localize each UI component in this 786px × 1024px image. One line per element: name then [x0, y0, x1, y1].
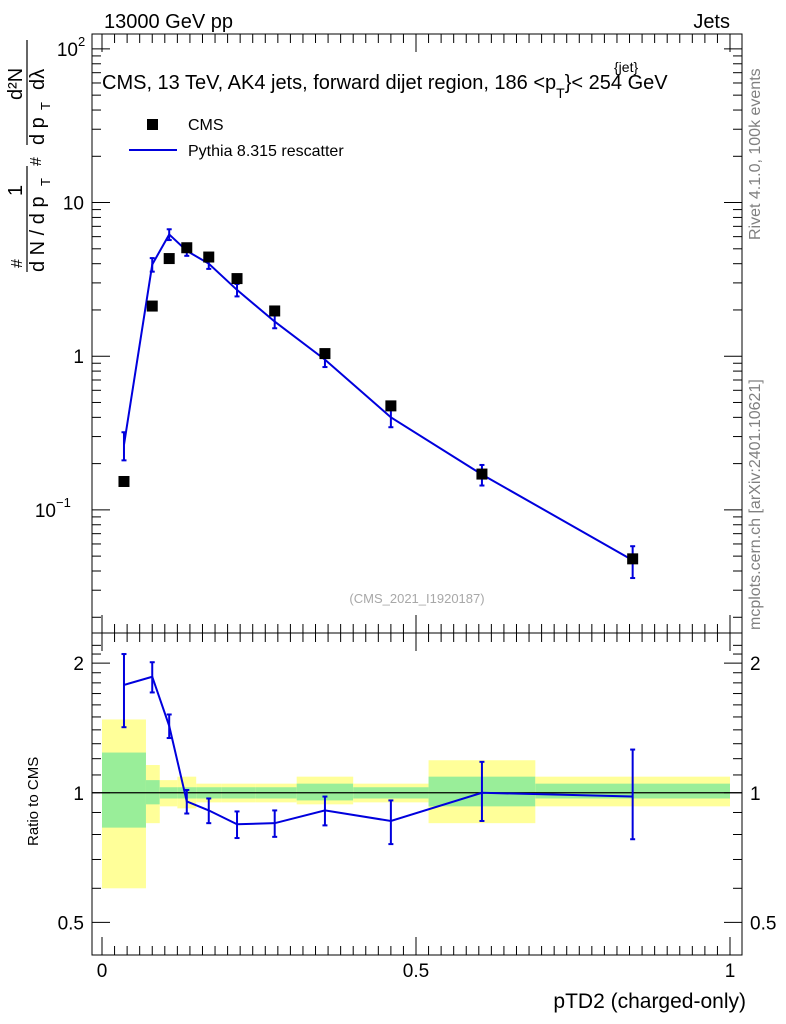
- cms-data-point: [476, 468, 488, 480]
- y-label-dpT-dlambda: d p: [27, 117, 49, 145]
- plot-title-superscript: {jet}: [614, 59, 638, 75]
- mcplots-label: mcplots.cern.ch [arXiv:2401.10621]: [747, 379, 764, 630]
- main-y-tick-label: 10: [35, 501, 56, 522]
- ratio-uncertainty-bands: [92, 719, 742, 889]
- cms-data-point: [627, 553, 639, 565]
- cms-data-point: [163, 253, 175, 265]
- main-y-tick-label: 10: [63, 194, 84, 215]
- main-y-tick-exponent: 2: [78, 34, 85, 49]
- ratio-stat-band-7: [296, 783, 354, 801]
- legend-label-cms: CMS: [188, 117, 224, 134]
- main-y-tick-exponent: −1: [56, 495, 71, 510]
- ratio-y-tick-label-right: 1: [750, 784, 761, 805]
- plot-title: CMS, 13 TeV, AK4 jets, forward dijet reg…: [102, 72, 668, 101]
- ratio-y-axis-label: Ratio to CMS: [25, 757, 42, 846]
- ratio-x-tick-label: 1: [725, 961, 736, 982]
- main-y-axis-label: # 1 d N / d p T # d²N d p T dλ: [5, 40, 53, 272]
- analysis-category: Jets: [693, 11, 730, 33]
- y-label-T-sub-2: T: [38, 102, 53, 110]
- cms-data-point: [118, 475, 130, 487]
- cms-data-point: [231, 273, 243, 285]
- y-label-hash-1: #: [9, 259, 26, 268]
- ratio-x-tick-label: 0: [97, 961, 108, 982]
- ratio-y-tick-label-left: 0.5: [58, 913, 84, 934]
- y-label-dN-dpT: d N / d p: [27, 196, 49, 272]
- ratio-y-tick-label-right: 2: [750, 654, 761, 675]
- collision-label: 13000 GeV pp: [104, 11, 233, 33]
- ratio-stat-band-0: [102, 752, 146, 828]
- main-y-tick-label: 1: [73, 347, 84, 368]
- legend-label-pythia: Pythia 8.315 rescatter: [188, 143, 344, 160]
- axis-ticks: [92, 34, 742, 955]
- plot-title-main: CMS, 13 TeV, AK4 jets, forward dijet reg…: [102, 72, 556, 94]
- main-panel-data: [118, 228, 639, 580]
- ratio-y-tick-label-left: 2: [73, 654, 84, 675]
- cms-data-point: [181, 242, 193, 254]
- y-label-hash-2: #: [28, 157, 45, 166]
- plot-title-tail: }< 254 GeV: [565, 72, 669, 94]
- cms-data-point: [319, 348, 331, 360]
- ratio-y-tick-label-right: 0.5: [750, 913, 776, 934]
- x-axis-label: pTD2 (charged-only): [553, 990, 746, 1013]
- analysis-watermark: (CMS_2021_I1920187): [349, 591, 484, 606]
- ratio-y-tick-label-left: 1: [73, 784, 84, 805]
- y-label-T-sub: T: [38, 178, 53, 186]
- y-label-dlambda: dλ: [27, 69, 49, 90]
- ratio-panel-frame: [91, 632, 743, 956]
- ratio-x-tick-label: 0.5: [403, 961, 429, 982]
- y-label-d2N: d²N: [5, 68, 27, 100]
- legend: CMS Pythia 8.315 rescatter: [129, 117, 344, 160]
- legend-marker-cms: [147, 119, 158, 130]
- ratio-panel-data: [121, 653, 636, 846]
- main-y-tick-label: 10: [57, 40, 78, 61]
- y-label-one: 1: [5, 185, 27, 196]
- cms-data-point: [146, 300, 158, 312]
- cms-data-point: [385, 400, 397, 412]
- cms-data-point: [269, 305, 281, 317]
- pythia-line: [122, 232, 634, 562]
- plot-title-subscript: T: [556, 85, 565, 101]
- cms-data-point: [203, 251, 215, 263]
- rivet-version-label: Rivet 4.1.0, 100k events: [747, 68, 764, 240]
